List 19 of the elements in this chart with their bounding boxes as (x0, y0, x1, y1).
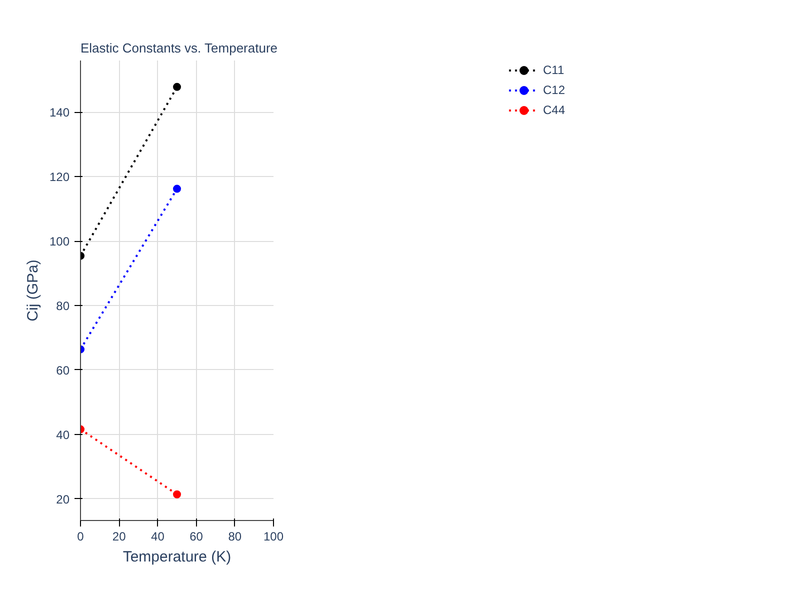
y-tick-label: 80 (56, 298, 70, 313)
y-tick-label: 60 (56, 363, 70, 378)
y-axis-title: Cij (GPa) (24, 260, 42, 322)
x-tick-label: 100 (263, 530, 284, 544)
x-axis-title: Temperature (K) (122, 548, 232, 566)
chart-title: Elastic Constants vs. Temperature (80, 40, 278, 56)
legend-label: C12 (542, 83, 566, 97)
x-tick-label: 20 (112, 530, 126, 544)
x-tick-label: 60 (190, 530, 204, 544)
y-tick-label: 40 (56, 428, 70, 442)
y-tick-label: 20 (56, 492, 70, 506)
y-tick-label: 100 (49, 234, 70, 249)
x-tick-label: 40 (151, 530, 165, 544)
y-tick-label: 120 (49, 170, 70, 184)
x-tick-label: 0 (77, 530, 84, 544)
legend-label: C11 (542, 63, 564, 77)
legend-label: C44 (542, 103, 566, 117)
y-tick-label: 140 (49, 106, 70, 120)
x-tick-label: 80 (228, 530, 242, 544)
